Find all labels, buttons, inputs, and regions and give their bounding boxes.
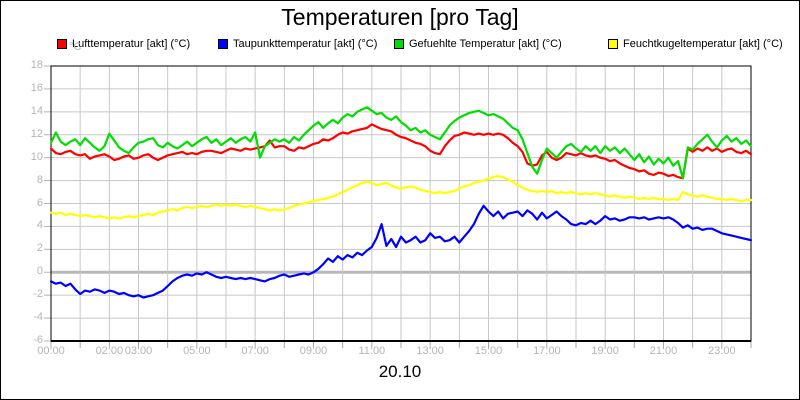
x-axis-label: 09:00 <box>299 345 328 357</box>
x-axis-label: 21:00 <box>649 345 678 357</box>
x-axis-label: 05:00 <box>183 345 211 357</box>
legend-item-gefuehlte-temperatur: Gefuehlte Temperatur [akt] (°C) <box>394 38 562 50</box>
x-axis-label: 07:00 <box>241 345 269 357</box>
series-line-gefuehlte <box>50 106 752 180</box>
y-axis-label: 0 <box>36 265 43 278</box>
y-axis-label: 4 <box>36 219 43 232</box>
y-axis-label: 14 <box>30 104 43 117</box>
series-line-feuchtkugeltemperatur <box>50 174 752 220</box>
y-axis-label: 10 <box>30 150 43 163</box>
legend-item-taupunkttemperatur: Taupunkttemperatur [akt] (°C) <box>218 38 377 50</box>
x-axis-label: 15:00 <box>474 345 503 357</box>
x-axis-label: 13:00 <box>416 345 444 357</box>
x-axis-label: 23:00 <box>708 345 736 357</box>
legend-item-feuchtkugeltemperatur: Feuchtkugeltemperatur [akt] (°C) <box>608 38 783 50</box>
y-axis-unit-label: °C <box>69 41 82 53</box>
red-series-swatch-icon <box>57 39 67 49</box>
x-axis-label: 03:00 <box>124 345 153 357</box>
green-series-swatch-icon <box>394 39 404 49</box>
date-label: 20.10 <box>378 362 422 381</box>
y-axis-label: -2 <box>33 288 43 301</box>
y-axis-label: 16 <box>30 81 43 94</box>
legend-label: Feuchtkugeltemperatur [akt] (°C) <box>623 38 783 50</box>
x-axis-label: 17:00 <box>533 345 561 357</box>
series-line-taupunkttemperatur <box>50 204 752 299</box>
y-axis-label: -4 <box>33 311 43 324</box>
y-axis-label: 2 <box>36 242 43 255</box>
legend-label: Gefuehlte Temperatur [akt] (°C) <box>409 38 562 50</box>
legend-label: Taupunkttemperatur [akt] (°C) <box>233 38 378 50</box>
x-axis-label: 02:00 <box>95 345 124 357</box>
legend-item-lufttemperatur: Lufttemperatur [akt] (°C) <box>57 38 190 50</box>
y-axis-label: 12 <box>30 127 43 140</box>
y-axis-label: 8 <box>36 173 43 186</box>
x-axis-label: 19:00 <box>591 345 619 357</box>
x-axis-label: 11:00 <box>358 345 386 357</box>
series-line-lufttemperatur <box>50 123 752 180</box>
yellow-series-swatch-icon <box>608 39 618 49</box>
y-axis-label: 6 <box>36 196 43 209</box>
y-axis-label: 18 <box>30 59 43 71</box>
legend-label: Lufttemperatur [akt] (°C) <box>72 38 191 50</box>
chart-title: Temperaturen [pro Tag] <box>281 4 519 30</box>
blue-series-swatch-icon <box>218 39 228 49</box>
x-axis-label: 00:00 <box>37 345 65 357</box>
y-axis-label: -6 <box>33 334 43 346</box>
